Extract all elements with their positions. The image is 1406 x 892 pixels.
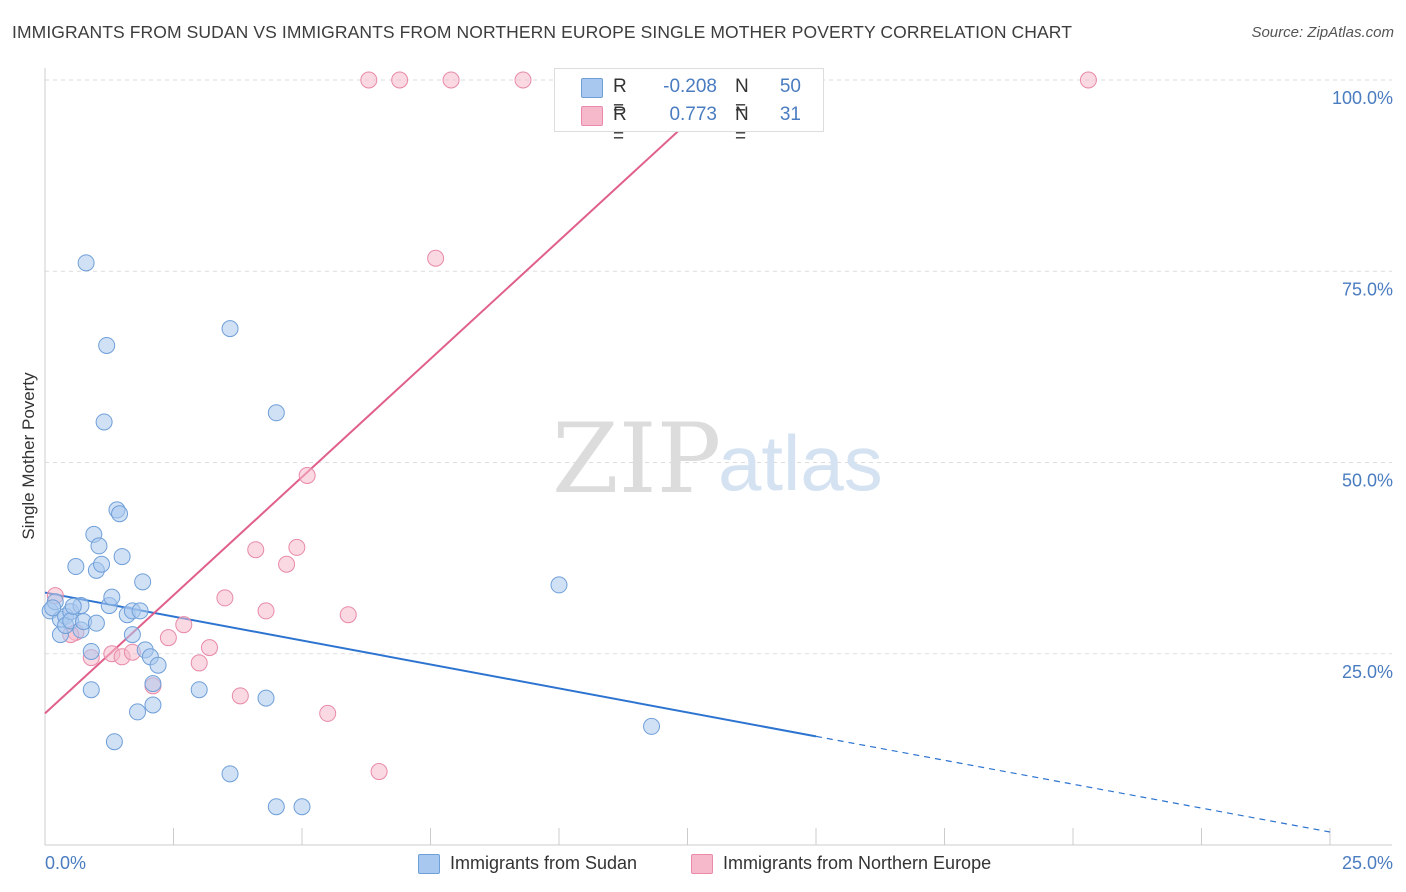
sudan-point[interactable]	[103, 588, 121, 606]
sudan-point[interactable]	[111, 505, 129, 523]
northern-europe-point[interactable]	[298, 467, 316, 485]
trend-lines	[44, 79, 1331, 833]
northern-europe-legend-swatch	[691, 854, 713, 874]
northern-europe-point[interactable]	[442, 71, 460, 89]
sudan-trend-extension	[815, 735, 1331, 833]
northern-europe-trend-line	[44, 79, 735, 715]
sudan-point[interactable]	[77, 254, 95, 272]
r-label: R =	[613, 104, 627, 147]
sudan-trend-line	[44, 591, 817, 738]
northern-europe-point[interactable]	[288, 538, 306, 556]
northern-europe-point[interactable]	[370, 763, 388, 781]
sudan-point[interactable]	[98, 336, 116, 354]
sudan-point[interactable]	[267, 798, 285, 816]
n-value: 50	[779, 76, 801, 97]
sudan-point[interactable]	[221, 320, 239, 338]
northern-europe-point[interactable]	[200, 639, 218, 657]
sudan-point[interactable]	[257, 689, 275, 707]
y-axis-label: Single Mother Poverty	[19, 372, 38, 540]
northern-europe-point[interactable]	[247, 541, 265, 559]
y-tick-label: 25.0%	[1342, 662, 1393, 682]
northern-europe-point[interactable]	[190, 654, 208, 672]
x-tick-labels: 0.0% 25.0%	[45, 853, 1393, 873]
sudan-point[interactable]	[550, 576, 568, 594]
y-tick-labels: 25.0% 50.0% 75.0% 100.0%	[1332, 88, 1393, 682]
sudan-point[interactable]	[82, 681, 100, 699]
x-tick-label: 0.0%	[45, 853, 86, 873]
northern-europe-point[interactable]	[339, 606, 357, 624]
sudan-point[interactable]	[123, 626, 141, 644]
watermark-atlas: atlas	[718, 419, 883, 507]
n-label: N =	[735, 76, 749, 119]
r-value: 0.773	[669, 104, 717, 125]
northern-europe-point[interactable]	[319, 704, 337, 722]
sudan-point[interactable]	[149, 656, 167, 674]
sudan-point[interactable]	[129, 703, 147, 721]
northern-europe-point[interactable]	[231, 687, 249, 705]
sudan-point[interactable]	[134, 573, 152, 591]
northern-europe-point[interactable]	[427, 249, 445, 267]
x-tick-label: 25.0%	[1342, 853, 1393, 873]
watermark: ZIP atlas	[552, 403, 883, 515]
sudan-point[interactable]	[293, 798, 311, 816]
y-tick-label: 75.0%	[1342, 279, 1393, 299]
sudan-point[interactable]	[221, 765, 239, 783]
northern-europe-point[interactable]	[1079, 71, 1097, 89]
sudan-point[interactable]	[64, 597, 82, 615]
sudan-point[interactable]	[87, 614, 105, 632]
sudan-point[interactable]	[643, 717, 661, 735]
sudan-point[interactable]	[267, 404, 285, 422]
northern-europe-point[interactable]	[159, 629, 177, 647]
axes	[44, 68, 1392, 846]
sudan-point[interactable]	[190, 681, 208, 699]
sudan-point[interactable]	[95, 413, 113, 431]
correlation-stats-box: R = -0.208 N = 50 R = 0.773 N = 31	[554, 68, 824, 147]
northern-europe-point[interactable]	[257, 602, 275, 620]
r-label: R =	[613, 76, 627, 119]
northern-europe-point[interactable]	[514, 71, 532, 89]
northern-europe-point[interactable]	[360, 71, 378, 89]
source-credit: Source: ZipAtlas.com	[1251, 24, 1394, 41]
northern-europe-point[interactable]	[175, 616, 193, 634]
sudan-point[interactable]	[44, 599, 62, 617]
data-points	[41, 71, 1097, 816]
r-value: -0.208	[663, 76, 717, 97]
chart-title: IMMIGRANTS FROM SUDAN VS IMMIGRANTS FROM…	[12, 22, 1073, 42]
northern-europe-swatch	[581, 106, 603, 126]
legend: Immigrants from Sudan Immigrants from No…	[0, 852, 1406, 878]
northern-europe-point[interactable]	[391, 71, 409, 89]
sudan-point[interactable]	[113, 548, 131, 566]
watermark-zip: ZIP	[552, 403, 721, 515]
gridlines	[45, 79, 1392, 655]
sudan-legend-swatch	[418, 854, 440, 874]
sudan-point[interactable]	[131, 602, 149, 620]
sudan-point[interactable]	[67, 558, 85, 576]
y-tick-label: 100.0%	[1332, 88, 1393, 108]
sudan-point[interactable]	[90, 537, 108, 555]
legend-label: Immigrants from Northern Europe	[723, 853, 992, 873]
northern-europe-point[interactable]	[278, 555, 296, 573]
n-label: N =	[735, 104, 749, 147]
sudan-point[interactable]	[82, 642, 100, 660]
legend-label: Immigrants from Sudan	[450, 853, 638, 873]
y-tick-label: 50.0%	[1342, 471, 1393, 491]
sudan-point[interactable]	[93, 555, 111, 573]
sudan-point[interactable]	[144, 675, 162, 693]
northern-europe-point[interactable]	[216, 589, 234, 607]
sudan-point[interactable]	[105, 733, 123, 751]
n-value: 31	[779, 104, 801, 125]
sudan-swatch	[581, 78, 603, 98]
sudan-point[interactable]	[144, 696, 162, 714]
